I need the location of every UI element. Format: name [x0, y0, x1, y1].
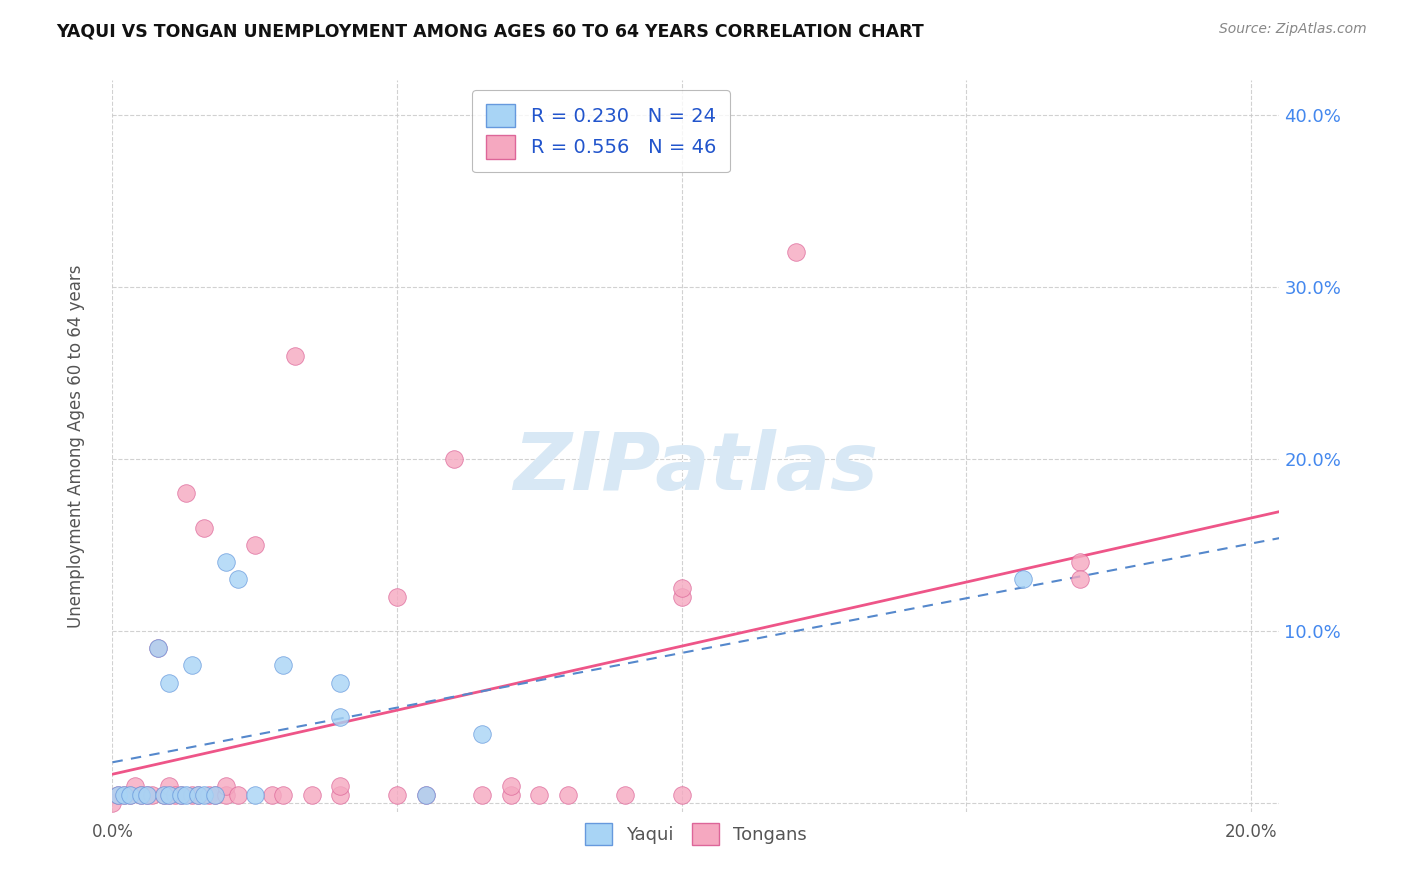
- Legend: Yaqui, Tongans: Yaqui, Tongans: [576, 814, 815, 854]
- Point: [112, 788, 135, 802]
- Point: [613, 788, 636, 802]
- Point: [1069, 555, 1091, 569]
- Point: [170, 788, 193, 802]
- Point: [198, 788, 221, 802]
- Point: [107, 788, 129, 802]
- Point: [271, 658, 294, 673]
- Text: Source: ZipAtlas.com: Source: ZipAtlas.com: [1219, 22, 1367, 37]
- Point: [1069, 573, 1091, 587]
- Point: [329, 675, 352, 690]
- Point: [284, 349, 307, 363]
- Point: [181, 788, 204, 802]
- Point: [193, 788, 215, 802]
- Point: [671, 581, 693, 595]
- Point: [243, 538, 266, 552]
- Point: [157, 788, 180, 802]
- Point: [135, 788, 157, 802]
- Point: [226, 573, 249, 587]
- Point: [146, 641, 169, 656]
- Y-axis label: Unemployment Among Ages 60 to 64 years: Unemployment Among Ages 60 to 64 years: [66, 264, 84, 628]
- Point: [1012, 573, 1035, 587]
- Point: [471, 727, 494, 741]
- Point: [671, 590, 693, 604]
- Point: [671, 788, 693, 802]
- Point: [118, 788, 141, 802]
- Text: ZIPatlas: ZIPatlas: [513, 429, 879, 507]
- Point: [176, 788, 198, 802]
- Point: [204, 788, 226, 802]
- Point: [471, 788, 494, 802]
- Point: [271, 788, 294, 802]
- Point: [193, 521, 215, 535]
- Point: [165, 788, 187, 802]
- Point: [204, 788, 226, 802]
- Point: [215, 788, 238, 802]
- Text: YAQUI VS TONGAN UNEMPLOYMENT AMONG AGES 60 TO 64 YEARS CORRELATION CHART: YAQUI VS TONGAN UNEMPLOYMENT AMONG AGES …: [56, 22, 924, 40]
- Point: [152, 788, 174, 802]
- Point: [112, 788, 135, 802]
- Point: [385, 788, 408, 802]
- Point: [157, 788, 180, 802]
- Point: [329, 779, 352, 793]
- Point: [529, 788, 551, 802]
- Point: [152, 788, 174, 802]
- Point: [135, 788, 157, 802]
- Point: [176, 486, 198, 500]
- Point: [557, 788, 579, 802]
- Point: [101, 796, 124, 810]
- Point: [499, 788, 522, 802]
- Point: [415, 788, 437, 802]
- Point: [785, 245, 807, 260]
- Point: [146, 641, 169, 656]
- Point: [385, 590, 408, 604]
- Point: [443, 451, 465, 466]
- Point: [499, 779, 522, 793]
- Point: [157, 675, 180, 690]
- Point: [118, 788, 141, 802]
- Point: [181, 658, 204, 673]
- Point: [260, 788, 283, 802]
- Point: [215, 555, 238, 569]
- Point: [170, 788, 193, 802]
- Point: [301, 788, 323, 802]
- Point: [329, 788, 352, 802]
- Point: [187, 788, 209, 802]
- Point: [243, 788, 266, 802]
- Point: [129, 788, 152, 802]
- Point: [226, 788, 249, 802]
- Point: [415, 788, 437, 802]
- Point: [107, 788, 129, 802]
- Point: [141, 788, 163, 802]
- Point: [129, 788, 152, 802]
- Point: [187, 788, 209, 802]
- Point: [157, 779, 180, 793]
- Point: [329, 710, 352, 724]
- Point: [215, 779, 238, 793]
- Point: [124, 779, 146, 793]
